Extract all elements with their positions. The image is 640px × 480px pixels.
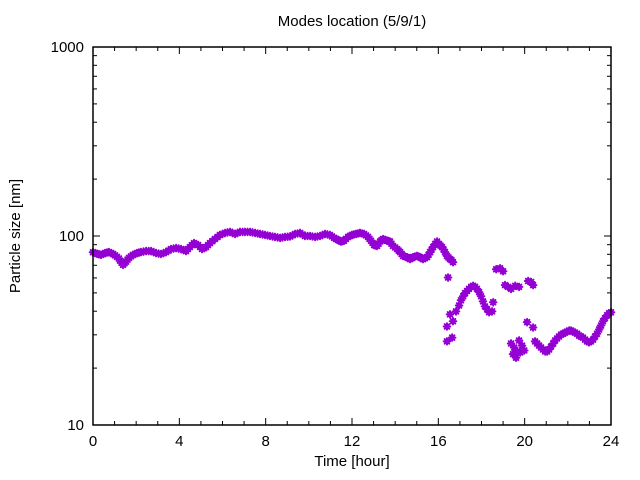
data-point-marker	[528, 280, 538, 290]
y-tick-label: 100	[59, 228, 84, 245]
x-tick-label: 16	[430, 433, 447, 450]
chart-title: Modes location (5/9/1)	[277, 13, 427, 30]
x-tick-label: 20	[516, 433, 533, 450]
x-tick-label: 24	[603, 433, 620, 450]
x-tick-label: 12	[344, 433, 361, 450]
data-points	[88, 227, 616, 363]
data-point-marker	[448, 316, 458, 326]
data-point-marker	[528, 323, 538, 332]
plot-border	[92, 46, 612, 426]
y-axis-label: Particle size [nm]	[7, 178, 24, 294]
data-point-marker	[488, 297, 498, 307]
data-point-marker	[487, 307, 497, 316]
y-tick-label: 1000	[51, 39, 84, 56]
data-point-marker	[448, 257, 458, 267]
data-point-marker	[514, 282, 524, 292]
data-point-marker	[498, 266, 508, 276]
x-tick-label: 8	[261, 433, 269, 450]
data-point-marker	[447, 333, 457, 342]
data-point-marker	[522, 317, 532, 327]
tick-labels: 0 4 8 12 16 20 24 10 100 1000	[51, 39, 620, 450]
x-tick-label: 4	[175, 433, 183, 450]
x-axis-label: Time [hour]	[314, 453, 390, 470]
data-point-marker	[443, 273, 453, 282]
x-tick-label: 0	[89, 433, 97, 450]
data-point-marker	[515, 348, 525, 357]
y-tick-label: 10	[67, 417, 84, 434]
data-point-marker	[442, 322, 452, 331]
data-point-marker	[442, 337, 452, 346]
